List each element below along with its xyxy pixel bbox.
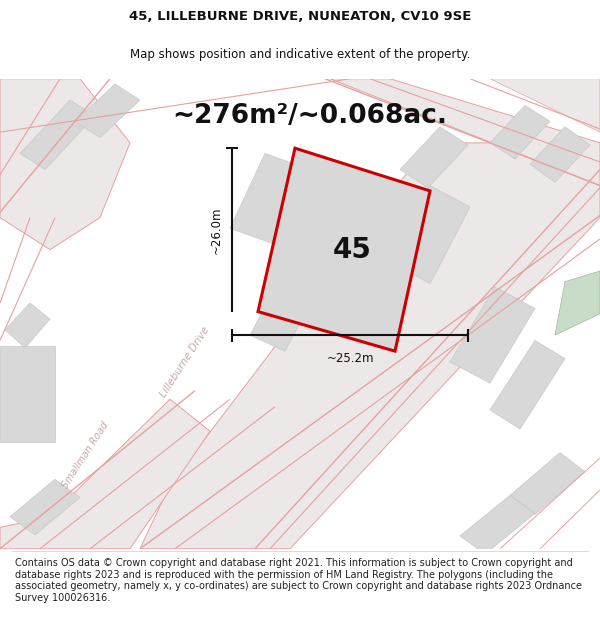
Text: Lilleburne Drive: Lilleburne Drive [158,324,212,399]
Text: ~276m²/~0.068ac.: ~276m²/~0.068ac. [173,103,448,129]
Polygon shape [290,159,358,220]
Polygon shape [555,271,600,335]
Text: Contains OS data © Crown copyright and database right 2021. This information is : Contains OS data © Crown copyright and d… [15,558,582,602]
Text: 45, LILLEBURNE DRIVE, NUNEATON, CV10 9SE: 45, LILLEBURNE DRIVE, NUNEATON, CV10 9SE [129,10,471,23]
Polygon shape [230,154,310,244]
Text: Map shows position and indicative extent of the property.: Map shows position and indicative extent… [130,48,470,61]
Polygon shape [460,496,535,554]
Polygon shape [10,479,80,535]
Polygon shape [490,79,600,132]
Text: Smallman Road: Smallman Road [60,420,110,490]
Text: ~25.2m: ~25.2m [326,352,374,365]
Polygon shape [510,452,585,514]
Polygon shape [450,287,535,383]
Polygon shape [330,79,600,186]
Polygon shape [0,399,210,549]
Polygon shape [5,303,50,348]
Text: 45: 45 [333,236,372,264]
Polygon shape [490,341,565,429]
Polygon shape [390,186,470,284]
Polygon shape [250,261,325,351]
Polygon shape [75,84,140,138]
Text: ~26.0m: ~26.0m [209,206,223,254]
Polygon shape [530,127,590,182]
Polygon shape [0,79,130,249]
Polygon shape [140,143,600,549]
Polygon shape [258,148,430,351]
Polygon shape [20,100,95,169]
Polygon shape [490,106,550,159]
Polygon shape [0,346,55,442]
Polygon shape [400,127,468,188]
